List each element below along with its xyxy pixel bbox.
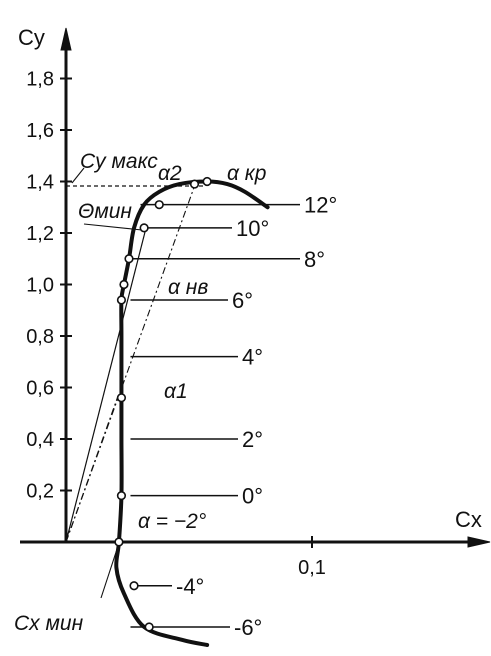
alpha-zero-label: α = −2° (138, 510, 206, 533)
y-tick-label: 1,4 (26, 172, 54, 194)
cy-max-label: Cy макс (80, 150, 158, 173)
alpha1-ray (65, 395, 119, 543)
theta-min-label: Θмин (78, 200, 132, 223)
y-axis-title: Cy (18, 25, 45, 50)
axes (20, 27, 491, 548)
curve-point (129, 581, 139, 591)
curve-point (144, 622, 154, 632)
curve-point (116, 491, 127, 501)
alpha-cr-label: α кр (227, 162, 266, 185)
y-tick-label: 1,6 (26, 120, 54, 142)
angle-label: 10° (236, 216, 269, 241)
angle-label: 12° (304, 193, 337, 218)
curve-point (116, 393, 127, 403)
curve-point (116, 295, 127, 305)
x-axis-title: Cx (455, 507, 482, 532)
curve-point (119, 279, 129, 290)
curve-point (154, 200, 164, 210)
alpha2-label: α2 (158, 162, 182, 185)
x-ticks: 0,1 (298, 536, 326, 579)
reference-lines (65, 167, 206, 599)
curve-point (202, 176, 212, 187)
y-tick-label: 1,0 (26, 275, 54, 297)
y-tick-label: 0,4 (26, 429, 54, 451)
alpha-nv-label: α нв (168, 276, 208, 299)
curve-point (139, 223, 149, 233)
y-tick-label: 0,8 (26, 326, 54, 348)
angle-lines: 12° 10° 8° 6° 4° 2° 0° -4° -6° (130, 193, 337, 640)
angle-label: 8° (304, 247, 325, 272)
y-tick-label: 1,2 (26, 223, 54, 245)
y-tick-label: 0,6 (26, 378, 54, 400)
curve-markers (114, 176, 212, 632)
angle-label: 6° (232, 288, 253, 313)
curve-point (189, 179, 200, 189)
y-tick-label: 0,2 (26, 481, 54, 503)
angle-label: -6° (234, 615, 262, 640)
x-tick-label: 0,1 (298, 557, 326, 579)
alpha1-label: α1 (164, 380, 188, 403)
y-ticks: 0,2 0,4 0,6 0,8 1,0 1,2 1,4 1,6 1,8 (26, 69, 72, 503)
y-tick-label: 1,8 (26, 69, 54, 91)
cx-min-label: Cx мин (14, 612, 84, 635)
y-axis-arrow (60, 27, 72, 51)
curve-point (124, 254, 134, 264)
curve-point (114, 537, 124, 547)
angle-label: 4° (242, 345, 263, 370)
angle-label: 0° (242, 484, 263, 509)
x-axis-arrow (467, 536, 491, 548)
cy-max-leader (71, 167, 85, 184)
angle-label: -4° (176, 574, 204, 599)
theta-min-tangent-line (65, 231, 146, 543)
angle-label: 2° (242, 427, 263, 452)
